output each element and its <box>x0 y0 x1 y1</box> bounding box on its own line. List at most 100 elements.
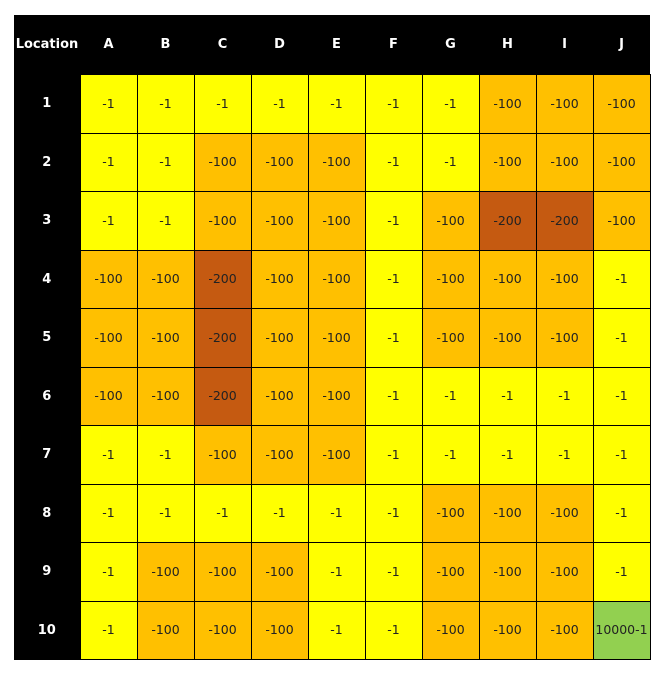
grid-cell: -100 <box>421 600 480 660</box>
table-row: 10 -1 -100 -100 -100 -1 -1 -100 -100 -100 10000-1 <box>14 600 651 660</box>
grid-cell: -100 <box>193 132 252 192</box>
column-header: G <box>422 15 479 75</box>
grid-cell: -100 <box>535 132 594 192</box>
grid-cell: -1 <box>592 483 651 543</box>
grid-cell: -100 <box>592 191 651 251</box>
grid-cell: -1 <box>307 74 366 134</box>
grid-cell: -200 <box>193 366 252 426</box>
grid-cell: -100 <box>136 308 195 368</box>
grid-cell: -200 <box>193 249 252 309</box>
grid-cell: -1 <box>535 366 594 426</box>
grid-cell: -100 <box>250 191 309 251</box>
column-header: E <box>308 15 365 75</box>
grid-cell: -1 <box>364 249 423 309</box>
grid-cell: -200 <box>535 191 594 251</box>
grid-cell: -100 <box>535 308 594 368</box>
grid-cell: -100 <box>250 132 309 192</box>
corner-header: Location <box>14 15 80 75</box>
grid-cell: -100 <box>592 74 651 134</box>
row-header: 4 <box>14 250 80 309</box>
grid-cell: -100 <box>250 600 309 660</box>
grid-cell: -100 <box>193 600 252 660</box>
header-row: Location A B C D E F G H I J <box>14 15 650 75</box>
grid-cell: -1 <box>364 132 423 192</box>
grid-cell: -100 <box>136 542 195 602</box>
grid-cell: -1 <box>421 366 480 426</box>
row-header: 10 <box>14 601 80 660</box>
grid-cell: -200 <box>193 308 252 368</box>
grid-cell: -1 <box>136 74 195 134</box>
grid-cell: -100 <box>250 249 309 309</box>
grid-cell: -100 <box>478 542 537 602</box>
grid-cell: -1 <box>79 483 138 543</box>
table-row: 2 -1 -1 -100 -100 -100 -1 -1 -100 -100 -100 <box>14 132 651 192</box>
grid-cell: -1 <box>250 74 309 134</box>
reward-grid: Location A B C D E F G H I J 1 -1 -1 -1 -1 -1… <box>14 15 651 660</box>
grid-cell: -1 <box>478 425 537 485</box>
grid-cell: -100 <box>421 308 480 368</box>
grid-cell: -1 <box>421 425 480 485</box>
grid-cell: -100 <box>421 483 480 543</box>
grid-cell: 10000-1 <box>592 600 651 660</box>
grid-cell: -1 <box>592 425 651 485</box>
grid-cell: -100 <box>307 191 366 251</box>
grid-cell: -1 <box>136 132 195 192</box>
row-header: 8 <box>14 484 80 543</box>
grid-cell: -100 <box>421 249 480 309</box>
grid-cell: -100 <box>535 74 594 134</box>
column-header: A <box>80 15 137 75</box>
grid-cell: -1 <box>79 132 138 192</box>
grid-cell: -1 <box>79 74 138 134</box>
grid-cell: -100 <box>307 308 366 368</box>
grid-cell: -100 <box>136 366 195 426</box>
grid-cell: -1 <box>307 483 366 543</box>
grid-cell: -100 <box>307 132 366 192</box>
row-header: 6 <box>14 367 80 426</box>
column-header: H <box>479 15 536 75</box>
row-header: 5 <box>14 308 80 367</box>
column-header: C <box>194 15 251 75</box>
grid-cell: -1 <box>364 308 423 368</box>
grid-cell: -1 <box>421 132 480 192</box>
grid-cell: -1 <box>79 425 138 485</box>
row-header: 2 <box>14 133 80 192</box>
row-header: 7 <box>14 425 80 484</box>
grid-cell: -100 <box>193 425 252 485</box>
grid-cell: -1 <box>592 366 651 426</box>
table-row: 8 -1 -1 -1 -1 -1 -1 -100 -100 -100 -1 <box>14 483 651 543</box>
grid-cell: -1 <box>307 600 366 660</box>
grid-cell: -1 <box>364 366 423 426</box>
column-header: B <box>137 15 194 75</box>
table-row: 1 -1 -1 -1 -1 -1 -1 -1 -100 -100 -100 <box>14 74 651 134</box>
grid-cell: -1 <box>364 542 423 602</box>
grid-cell: -1 <box>364 74 423 134</box>
grid-cell: -1 <box>364 483 423 543</box>
grid-cell: -1 <box>136 483 195 543</box>
row-header: 9 <box>14 542 80 601</box>
grid-cell: -100 <box>535 600 594 660</box>
column-header: D <box>251 15 308 75</box>
row-header: 1 <box>14 74 80 133</box>
grid-cell: -1 <box>592 542 651 602</box>
grid-cell: -1 <box>421 74 480 134</box>
column-header: F <box>365 15 422 75</box>
grid-cell: -100 <box>535 542 594 602</box>
grid-cell: -100 <box>421 542 480 602</box>
grid-cell: -100 <box>421 191 480 251</box>
grid-cell: -100 <box>250 308 309 368</box>
grid-cell: -1 <box>136 191 195 251</box>
grid-cell: -1 <box>592 308 651 368</box>
grid-cell: -1 <box>79 191 138 251</box>
grid-cell: -100 <box>250 425 309 485</box>
grid-cell: -100 <box>307 425 366 485</box>
table-row: 6 -100 -100 -200 -100 -100 -1 -1 -1 -1 -1 <box>14 366 651 426</box>
grid-cell: -100 <box>79 249 138 309</box>
table-row: 3 -1 -1 -100 -100 -100 -1 -100 -200 -200 -100 <box>14 191 651 251</box>
column-header: I <box>536 15 593 75</box>
grid-cell: -100 <box>478 600 537 660</box>
grid-cell: -100 <box>136 249 195 309</box>
grid-cell: -1 <box>136 425 195 485</box>
table-row: 5 -100 -100 -200 -100 -100 -1 -100 -100 -100 -1 <box>14 308 651 368</box>
grid-cell: -1 <box>535 425 594 485</box>
grid-cell: -100 <box>193 542 252 602</box>
